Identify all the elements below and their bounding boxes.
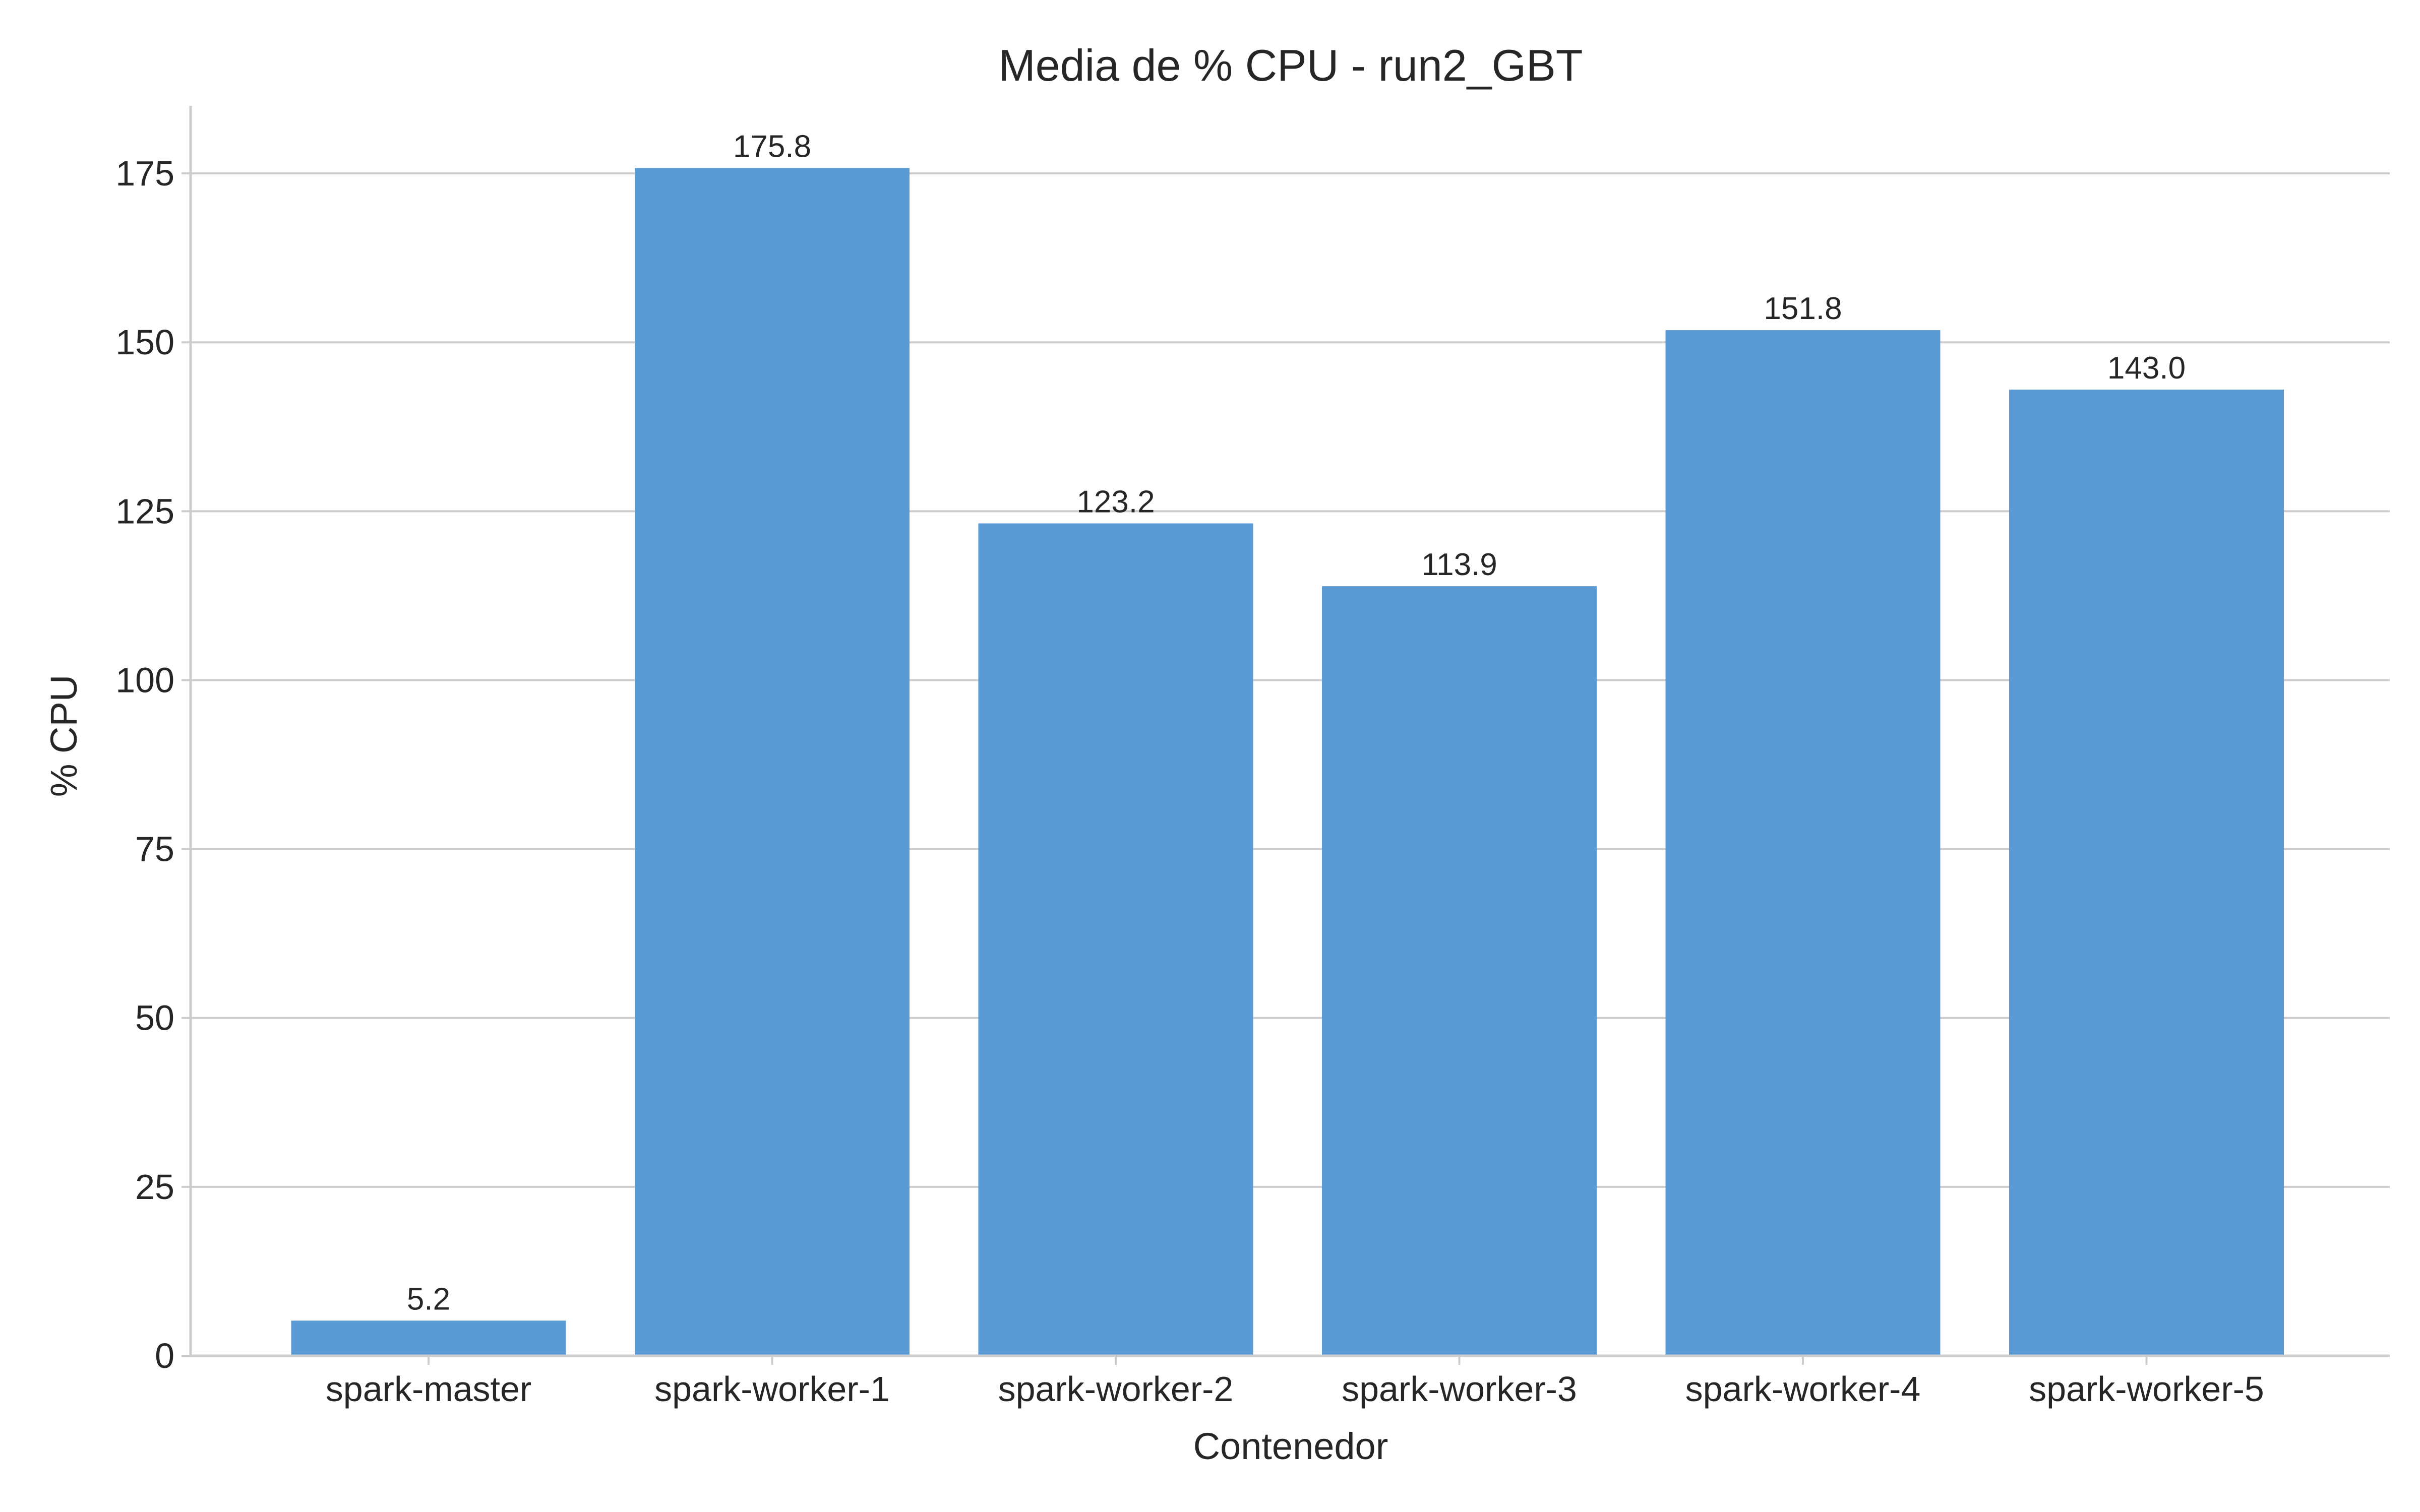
y-tick-label: 75 — [135, 830, 174, 869]
data-label: 113.9 — [1421, 547, 1497, 582]
y-tick-label: 175 — [115, 154, 174, 193]
bar-spark-worker-5 — [2009, 390, 2284, 1356]
bar-spark-master — [291, 1320, 566, 1356]
x-tick-label: spark-worker-5 — [2029, 1369, 2264, 1409]
y-tick-label: 0 — [155, 1336, 174, 1375]
y-tick-label: 50 — [135, 998, 174, 1038]
x-tick-label: spark-worker-3 — [1342, 1369, 1577, 1409]
data-label: 175.8 — [733, 129, 811, 164]
chart-title: Media de % CPU - run2_GBT — [998, 40, 1583, 90]
x-tick-label: spark-worker-4 — [1685, 1369, 1921, 1409]
y-tick-label: 125 — [115, 491, 174, 531]
x-axis-ticks: spark-master spark-worker-1 spark-worker-2… — [326, 1356, 2264, 1409]
y-tick-label: 100 — [115, 660, 174, 700]
data-labels: 5.2 175.8 123.2 113.9 151.8 143.0 — [407, 129, 2186, 1316]
bar-spark-worker-2 — [978, 523, 1253, 1356]
x-axis-label: Contenedor — [1193, 1425, 1388, 1467]
data-label: 123.2 — [1076, 484, 1155, 519]
bar-spark-worker-4 — [1665, 330, 1941, 1356]
y-tick-label: 25 — [135, 1167, 174, 1207]
data-label: 151.8 — [1764, 291, 1842, 326]
gridlines — [191, 172, 2390, 1188]
y-axis-ticks: 0 25 50 75 100 125 150 175 — [115, 154, 191, 1375]
y-axis-label: % CPU — [43, 675, 85, 797]
x-tick-label: spark-master — [326, 1369, 531, 1409]
data-label: 143.0 — [2107, 351, 2186, 386]
bars — [291, 168, 2284, 1356]
x-tick-label: spark-worker-2 — [998, 1369, 1234, 1409]
bar-spark-worker-1 — [635, 168, 910, 1356]
data-label: 5.2 — [407, 1282, 450, 1316]
x-tick-label: spark-worker-1 — [654, 1369, 890, 1409]
y-tick-label: 150 — [115, 323, 174, 362]
bar-spark-worker-3 — [1322, 586, 1597, 1356]
